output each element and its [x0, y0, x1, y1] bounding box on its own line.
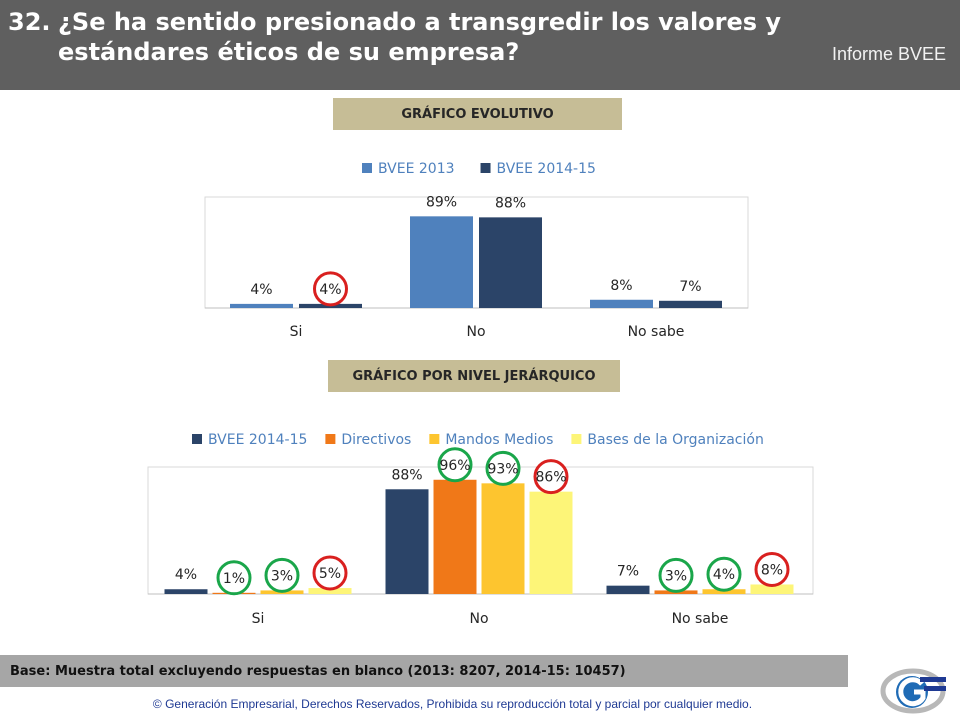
data-label-bvee-2013-si: 4% — [250, 282, 272, 298]
highlight-circle-bvee-2014-15-si — [313, 271, 348, 307]
data-label-bvee-2014-15-no-sabe: 7% — [679, 279, 701, 295]
category-label-si: Si — [252, 611, 265, 627]
bar-bvee-2014-15-no-sabe — [606, 585, 650, 594]
highlight-circle-mandos-medios-no — [485, 450, 521, 486]
data-label-bvee-2014-15-no: 88% — [391, 467, 422, 483]
category-label-si: Si — [290, 324, 303, 340]
base-note: Base: Muestra total excluyendo respuesta… — [10, 664, 626, 679]
data-label-directivos-no-sabe: 3% — [665, 568, 687, 584]
legend-swatch-bvee-2013 — [362, 163, 372, 173]
category-label-no: No — [466, 324, 485, 340]
question-title-line1: ¿Se ha sentido presionado a transgredir … — [58, 8, 782, 36]
category-label-no: No — [469, 611, 488, 627]
legend-swatch-bvee-2014-15 — [192, 434, 202, 444]
legend-swatch-directivos — [325, 434, 336, 444]
evolution-chart: BVEE 2013 BVEE 2014-15 4% 4% Si 89% 88% No 8% 7% N… — [204, 161, 749, 340]
data-label-mandos-medios-no: 93% — [487, 461, 518, 477]
section-title-jerarquico: GRÁFICO POR NIVEL JERÁRQUICO — [328, 360, 620, 392]
bar-bvee-2014-15-si — [164, 589, 208, 594]
category-label-no-sabe: No sabe — [672, 611, 729, 627]
bar-bvee-2014-15-no — [479, 217, 542, 308]
data-label-bases-de-la-organizacion-no: 86% — [535, 470, 566, 486]
question-number: 32. — [8, 8, 51, 36]
bar-bvee-2013-no-sabe — [590, 299, 653, 308]
ge-logo-icon — [880, 665, 950, 720]
highlight-circle-bases-de-la-organizacion-no — [533, 459, 569, 495]
data-label-bvee-2013-no: 89% — [426, 194, 457, 210]
highlight-circle-directivos-si — [216, 560, 252, 596]
data-label-directivos-si: 1% — [223, 571, 245, 587]
legend-swatch-bvee-2014-15 — [480, 163, 491, 173]
data-label-bvee-2014-15-si: 4% — [319, 282, 341, 298]
legend-swatch-bases-de-la-organizacion — [571, 434, 582, 444]
data-label-bvee-2014-15-si: 4% — [175, 567, 197, 583]
copyright-notice: © Generación Empresarial, Derechos Reser… — [152, 697, 753, 711]
highlight-circle-directivos-no-sabe — [658, 557, 694, 593]
bar-bases-de-la-organizacion-no — [529, 491, 573, 594]
category-label-no-sabe: No sabe — [628, 324, 685, 340]
legend-label-bvee-2013: BVEE 2013 — [378, 161, 455, 177]
data-label-bases-de-la-organizacion-no-sabe: 8% — [761, 562, 783, 578]
legend-swatch-mandos-medios — [429, 434, 440, 444]
data-label-mandos-medios-si: 3% — [271, 568, 293, 584]
bar-bvee-2014-15-no-sabe — [659, 300, 722, 308]
bar-directivos-no — [433, 479, 477, 594]
bar-bvee-2014-15-no — [385, 489, 429, 594]
section-title-evolutivo: GRÁFICO EVOLUTIVO — [333, 98, 622, 130]
highlight-circle-mandos-medios-no-sabe — [706, 556, 742, 592]
bar-bases-de-la-organizacion-no-sabe — [750, 584, 794, 594]
bar-bvee-2013-no — [410, 216, 473, 308]
highlight-circle-mandos-medios-si — [264, 557, 300, 593]
data-label-bvee-2014-15-no-sabe: 7% — [617, 564, 639, 580]
plot-area — [204, 196, 749, 309]
question-title-line2: estándares éticos de su empresa? — [58, 38, 520, 66]
hierarchy-chart: BVEE 2014-15 Directivos Mandos Medios Bases… — [147, 432, 814, 627]
legend-label-bases-de-la-organizacion: Bases de la Organización — [587, 432, 763, 448]
data-label-bvee-2014-15-no: 88% — [495, 195, 526, 211]
highlight-circle-directivos-no — [437, 447, 473, 483]
highlight-circle-bases-de-la-organizacion-no-sabe — [754, 551, 790, 587]
base-note-bar — [0, 655, 848, 687]
data-label-mandos-medios-no-sabe: 4% — [713, 567, 735, 583]
data-label-bvee-2013-no-sabe: 8% — [610, 278, 632, 294]
data-label-bases-de-la-organizacion-si: 5% — [319, 566, 341, 582]
bar-bvee-2013-si — [230, 303, 293, 308]
bar-bases-de-la-organizacion-si — [308, 588, 352, 594]
legend-label-bvee-2014-15: BVEE 2014-15 — [208, 432, 307, 448]
legend-label-bvee-2014-15: BVEE 2014-15 — [497, 161, 596, 177]
legend-label-directivos: Directivos — [341, 432, 411, 448]
report-name: Informe BVEE — [831, 44, 946, 64]
header-bar: 32. ¿Se ha sentido presionado a transgre… — [0, 0, 960, 90]
bar-mandos-medios-no — [481, 483, 525, 594]
data-label-directivos-no: 96% — [439, 458, 470, 474]
legend-label-mandos-medios: Mandos Medios — [445, 432, 553, 448]
highlight-circle-bases-de-la-organizacion-si — [312, 555, 348, 591]
